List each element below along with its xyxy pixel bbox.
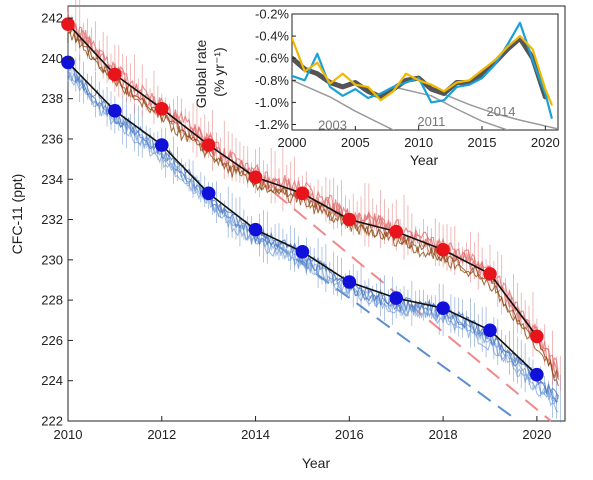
main-x-tick-label: 2012: [147, 427, 176, 442]
annual-point: [154, 138, 169, 152]
inset-y-tick-label: -0.2%: [255, 7, 289, 22]
inset-x-tick-label: 2015: [468, 135, 497, 150]
main-y-ticks: 222 224 226 228 230 232 234 236 238 240 242: [41, 11, 73, 429]
main-x-tick-label: 2018: [429, 427, 458, 442]
annual-point: [483, 267, 497, 281]
inset-series-line-5: [430, 88, 558, 130]
main-points-group: [61, 17, 544, 382]
main-x-tick-label: 2020: [522, 427, 551, 442]
main-x-tick-label: 2014: [241, 427, 270, 442]
main-x-ticks: 2010 2012 2014 2016 2018 2020: [54, 416, 551, 442]
annual-point: [436, 242, 450, 257]
inset-series-group: [292, 21, 558, 130]
annual-point: [342, 212, 357, 227]
inset-series-line-3: [292, 79, 395, 130]
main-y-axis-label: CFC-11 (ppt): [9, 174, 25, 255]
monthly-brown-line-0: [67, 30, 559, 387]
inset-y-tick-label: -0.8%: [255, 73, 289, 88]
annual-point: [530, 329, 544, 344]
main-x-tick-label: 2010: [54, 427, 83, 442]
main-y-tick-label: 240: [41, 51, 63, 66]
main-y-tick-label: 228: [41, 293, 63, 308]
main-y-tick-label: 222: [41, 414, 63, 429]
inset-y-axis-label-main: Global rate: [193, 39, 209, 108]
inset-y-tick-label: -0.4%: [255, 29, 289, 44]
annual-point: [295, 244, 310, 259]
inset-x-tick-label: 2010: [404, 135, 433, 150]
inset-x-ticks: 2000 2005 2010 2015 2020: [278, 126, 560, 150]
inset-y-axis-label-unit: (% yr⁻¹): [211, 47, 227, 96]
main-y-tick-label: 242: [41, 11, 63, 26]
annual-point: [108, 103, 122, 118]
inset-chart: 2000 2005 2010 2015 2020 -0.2% -0.4% -0.6% -0.8…: [193, 7, 560, 169]
main-y-tick-label: 224: [41, 373, 63, 388]
main-y-tick-label: 226: [41, 333, 63, 348]
annual-point: [61, 17, 75, 31]
annual-point: [295, 186, 310, 201]
annual-point: [483, 323, 497, 338]
main-x-axis-label: Year: [302, 455, 331, 471]
inset-annotation-2014: 2014: [487, 104, 516, 119]
inset-y-tick-label: -1.0%: [255, 95, 289, 110]
annual-point: [436, 301, 450, 315]
annual-point: [108, 67, 122, 82]
main-y-tick-label: 232: [41, 212, 63, 227]
inset-y-axis-label: Global rate (% yr⁻¹): [193, 36, 227, 108]
annual-point: [342, 275, 357, 289]
inset-x-tick-label: 2020: [531, 135, 560, 150]
annual-point: [248, 222, 263, 237]
monthly-brown-line-1: [67, 28, 559, 380]
inset-series-line-2: [292, 21, 553, 119]
annual-point: [201, 138, 216, 152]
projection-dashed-line-0: [254, 176, 552, 422]
inset-background: [291, 13, 559, 131]
annual-point: [530, 367, 544, 382]
inset-x-tick-label: 2005: [341, 135, 370, 150]
inset-annotation-2011: 2011: [417, 114, 445, 129]
inset-y-tick-label: -1.2%: [255, 117, 289, 132]
inset-series-line-1: [292, 35, 553, 106]
inset-y-ticks: -0.2% -0.4% -0.6% -0.8% -1.0% -1.2%: [255, 7, 296, 132]
annual-point: [154, 101, 169, 116]
inset-series-line-4: [392, 86, 509, 130]
main-x-tick-label: 2016: [335, 427, 364, 442]
annual-point: [201, 186, 216, 201]
annual-point: [61, 55, 75, 70]
main-chart: 2010 2012 2014 2016 2018 2020 222 224 226 228 230…: [9, 0, 566, 471]
annual-point: [248, 170, 263, 185]
inset-annotation-2003: 2003: [318, 117, 347, 132]
main-y-tick-label: 236: [41, 131, 63, 146]
main-y-tick-label: 230: [41, 252, 63, 267]
inset-x-tick-label: 2000: [278, 135, 307, 150]
main-y-tick-label: 238: [41, 91, 63, 106]
inset-y-tick-label: -0.6%: [255, 51, 289, 66]
annual-point: [389, 224, 404, 239]
main-plot-frame: [67, 5, 566, 422]
main-y-tick-label: 234: [41, 172, 63, 187]
inset-x-axis-label: Year: [410, 152, 439, 168]
annual-point: [389, 291, 404, 305]
inset-annotations: 2003 2011 2014: [318, 104, 515, 132]
